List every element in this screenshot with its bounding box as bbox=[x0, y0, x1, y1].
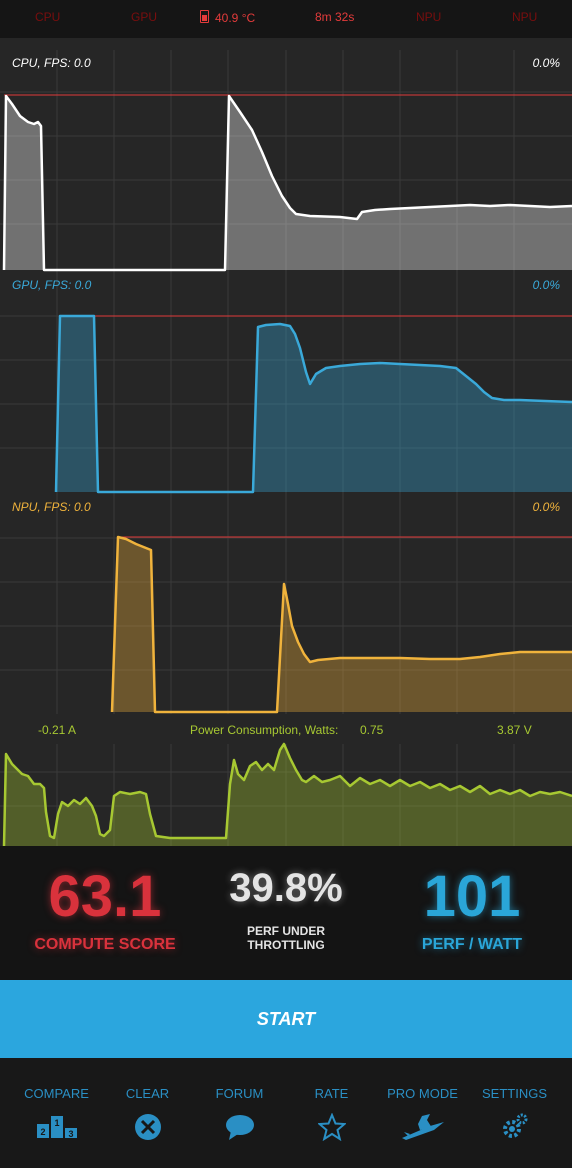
cpu-graph-label: CPU, FPS: 0.0 bbox=[12, 56, 91, 70]
nav-compare-label: COMPARE bbox=[24, 1086, 89, 1101]
status-npu-2: NPU bbox=[512, 10, 538, 24]
svg-text:1: 1 bbox=[54, 1118, 59, 1128]
perf-per-watt-value: 101 bbox=[423, 864, 521, 929]
npu-line bbox=[110, 535, 572, 714]
perf-label-line-1: PERF UNDER bbox=[246, 924, 325, 938]
svg-text:2: 2 bbox=[40, 1127, 45, 1137]
perf-label-line-2: THROTTLING bbox=[247, 938, 325, 953]
gpu-fill bbox=[56, 316, 572, 492]
status-bar: CPU GPU 40.9 °C 8m 32s NPU NPU bbox=[0, 0, 572, 38]
svg-text:3: 3 bbox=[68, 1129, 73, 1139]
npu-fill bbox=[112, 537, 572, 712]
star-icon bbox=[284, 1111, 379, 1143]
npu-graph-svg bbox=[0, 494, 572, 714]
nav-forum[interactable]: FORUM bbox=[192, 1086, 287, 1143]
perf-throttling-label: PERF UNDER THROTTLING bbox=[206, 924, 366, 953]
nav-settings-label: SETTINGS bbox=[481, 1086, 547, 1101]
gpu-graph-percent: 0.0% bbox=[532, 278, 560, 292]
status-gpu: GPU bbox=[131, 10, 158, 24]
compute-score-value: 63.1 bbox=[48, 864, 162, 929]
nav-clear-label: CLEAR bbox=[125, 1086, 170, 1101]
gpu-graph: GPU, FPS: 0.0 0.0% bbox=[0, 272, 572, 494]
clear-icon bbox=[100, 1111, 195, 1143]
nav-pro-mode[interactable]: PRO MODE bbox=[375, 1086, 470, 1143]
nav-rate-label: RATE bbox=[314, 1086, 349, 1101]
nav-rate[interactable]: RATE bbox=[284, 1086, 379, 1143]
power-grid bbox=[0, 744, 572, 846]
gear-icon bbox=[467, 1111, 562, 1143]
graph-area: CPU, FPS: 0.0 0.0% GPU, FPS: 0.0 0.0% NP… bbox=[0, 38, 572, 846]
perf-per-watt-label: PERF / WATT bbox=[421, 936, 523, 953]
gpu-line bbox=[54, 314, 572, 494]
nav-pro-mode-label: PRO MODE bbox=[387, 1086, 458, 1101]
compute-score-label: COMPUTE SCORE bbox=[34, 936, 176, 953]
status-elapsed-time: 8m 32s bbox=[315, 10, 355, 24]
compute-score: 63.1 COMPUTE SCORE bbox=[20, 846, 190, 954]
npu-graph-label: NPU, FPS: 0.0 bbox=[12, 500, 91, 514]
status-cpu: CPU bbox=[35, 10, 61, 24]
npu-graph: NPU, FPS: 0.0 0.0% bbox=[0, 494, 572, 714]
perf-throttling: 39.8% PERF UNDER THROTTLING bbox=[206, 846, 366, 953]
battery-icon bbox=[200, 10, 209, 23]
nav-settings[interactable]: SETTINGS bbox=[467, 1086, 562, 1143]
gpu-graph-svg bbox=[0, 272, 572, 494]
cpu-graph: CPU, FPS: 0.0 0.0% bbox=[0, 50, 572, 272]
scores-panel: 63.1 COMPUTE SCORE 39.8% PERF UNDER THRO… bbox=[0, 846, 572, 980]
power-graph bbox=[0, 714, 572, 846]
power-line bbox=[2, 742, 572, 846]
chat-icon bbox=[192, 1111, 287, 1143]
perf-per-watt: 101 PERF / WATT bbox=[392, 846, 552, 954]
start-button[interactable]: START bbox=[0, 980, 572, 1058]
nav-forum-label: FORUM bbox=[215, 1086, 264, 1101]
perf-throttling-value: 39.8% bbox=[229, 866, 343, 910]
witch-icon bbox=[375, 1111, 470, 1143]
power-title: Power Consumption, Watts: bbox=[190, 723, 339, 737]
cpu-grid bbox=[0, 50, 572, 272]
cpu-graph-percent: 0.0% bbox=[532, 56, 560, 70]
power-info-bar: -0.21 A Power Consumption, Watts: 0.75 3… bbox=[0, 714, 572, 744]
power-voltage: 3.87 V bbox=[497, 723, 532, 737]
power-current: -0.21 A bbox=[38, 723, 77, 737]
gpu-graph-label: GPU, FPS: 0.0 bbox=[12, 278, 92, 292]
npu-graph-percent: 0.0% bbox=[532, 500, 560, 514]
cpu-graph-svg bbox=[0, 50, 572, 272]
status-temperature: 40.9 °C bbox=[200, 10, 255, 25]
cpu-fill bbox=[4, 96, 572, 270]
power-watts: 0.75 bbox=[360, 723, 384, 737]
cpu-line bbox=[2, 94, 572, 272]
power-fill bbox=[4, 744, 572, 846]
status-npu-1: NPU bbox=[416, 10, 442, 24]
power-graph-svg bbox=[0, 742, 572, 846]
nav-clear[interactable]: CLEAR bbox=[100, 1086, 195, 1143]
